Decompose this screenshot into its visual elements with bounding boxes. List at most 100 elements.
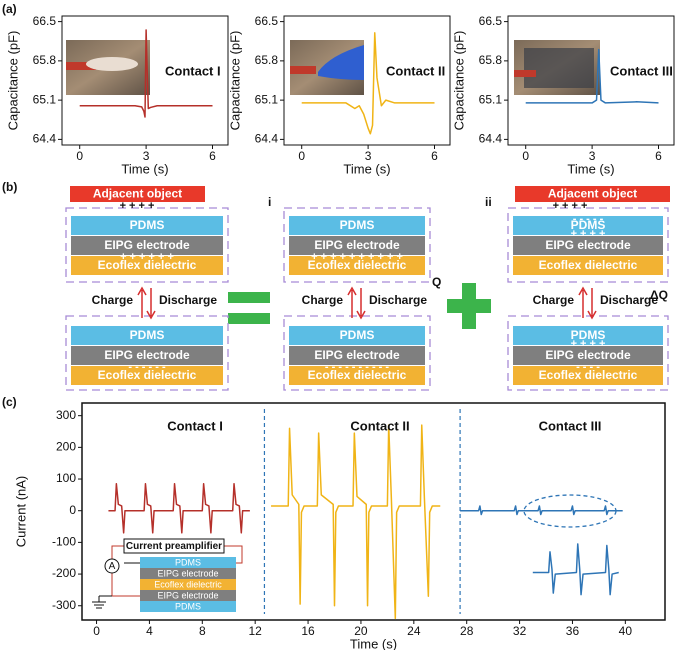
arrow-up [578, 286, 588, 318]
y-tick-label: 65.8 [255, 53, 279, 67]
y-tick-label: -200 [52, 566, 76, 580]
x-tick-label: 20 [354, 624, 368, 638]
stack-box [507, 207, 669, 283]
ground [92, 595, 112, 609]
stack-box [65, 207, 229, 283]
layer [71, 256, 223, 275]
layer-label: EIPG electrode [314, 348, 400, 362]
y-axis-label: Capacitance (pF) [227, 31, 242, 131]
y-tick-label: 65.1 [33, 92, 57, 106]
layer [289, 236, 425, 255]
layer [71, 236, 223, 255]
annotation: Contact II [386, 63, 445, 78]
y-tick-label: 0 [69, 503, 76, 517]
layer-label: Ecoflex dielectric [539, 258, 638, 272]
stack-box [283, 207, 431, 283]
layer-label: EIPG electrode [104, 348, 190, 362]
x-tick-label: 3 [589, 149, 596, 163]
discharge-label: Discharge [600, 293, 658, 307]
x-tick-label: 40 [619, 624, 633, 638]
stack-box [283, 315, 431, 391]
circuit-layer [140, 579, 236, 590]
stack-box [65, 315, 229, 391]
data-line [532, 543, 619, 596]
layer-label: Ecoflex dielectric [539, 368, 638, 382]
layer-label: PDMS [571, 218, 606, 232]
layer-label: PDMS [340, 328, 375, 342]
y-axis-label: Current (nA) [13, 476, 28, 548]
y-tick-label: 64.4 [479, 132, 503, 146]
ammeter [104, 558, 120, 574]
photo [290, 40, 364, 95]
circuit-layer-label: PDMS [175, 601, 201, 611]
layer-label: PDMS [571, 328, 606, 342]
x-tick-label: 6 [431, 149, 438, 163]
x-axis-label: Time (s) [567, 161, 614, 176]
circuit-layer [140, 557, 236, 568]
layer-label: EIPG electrode [314, 238, 400, 252]
charge-signs: - - - - [576, 361, 600, 373]
y-tick-label: 300 [56, 408, 76, 422]
layer-label: PDMS [340, 218, 375, 232]
charge-signs: - - - - - [573, 213, 604, 225]
layer-label: EIPG electrode [545, 348, 631, 362]
charge-signs: - - - - - - - - - - [325, 361, 389, 373]
y-tick-label: 66.5 [479, 14, 503, 28]
circuit-layer-label: EIPG electrode [157, 568, 218, 578]
charge-signs: + + + + [571, 228, 606, 240]
layer [71, 326, 223, 345]
circuit-layer-label: PDMS [175, 557, 201, 567]
layer [513, 216, 663, 235]
x-tick-label: 4 [146, 624, 153, 638]
charge-signs: + + + + + + [120, 251, 174, 263]
preamplifier-label: Current preamplifier [126, 541, 222, 552]
circuit-layer-label: Ecoflex dielectric [154, 579, 222, 589]
layer [71, 346, 223, 365]
layer-label: Ecoflex dielectric [98, 368, 197, 382]
y-axis-label: Capacitance (pF) [5, 31, 20, 131]
adjacent-object-label: Adjacent object [93, 187, 182, 201]
x-tick-label: 0 [76, 149, 83, 163]
y-tick-label: 65.8 [33, 53, 57, 67]
y-tick-label: 65.1 [255, 92, 279, 106]
sub-label: ii [485, 195, 492, 209]
x-tick-label: 28 [460, 624, 474, 638]
data-line [301, 32, 435, 135]
circuit-layer [140, 590, 236, 601]
x-tick-label: 6 [655, 149, 662, 163]
y-tick-label: 65.8 [479, 53, 503, 67]
layer [513, 366, 663, 385]
layer-label: EIPG electrode [104, 238, 190, 252]
circuit-layer [140, 568, 236, 579]
arrow-up [137, 286, 147, 318]
x-axis-label: Time (s) [121, 161, 168, 176]
charge-label: Charge [302, 293, 344, 307]
plot-frame [81, 402, 666, 621]
charge-label: Charge [92, 293, 134, 307]
y-tick-label: 66.5 [255, 14, 279, 28]
layer [513, 326, 663, 345]
x-tick-label: 8 [199, 624, 206, 638]
adjacent-object-label: Adjacent object [548, 187, 637, 201]
x-tick-label: 0 [298, 149, 305, 163]
arrow-up [347, 286, 357, 318]
discharge-label: Discharge [369, 293, 427, 307]
y-axis-label: Capacitance (pF) [451, 31, 466, 131]
panel-label: (a) [2, 2, 17, 16]
y-tick-label: 64.4 [33, 132, 57, 146]
y-tick-label: -100 [52, 535, 76, 549]
adjacent-object [70, 186, 205, 202]
layer [289, 366, 425, 385]
equals-sign [228, 313, 270, 324]
panel-label: (c) [2, 395, 17, 409]
layer [513, 236, 663, 255]
x-tick-label: 0 [93, 624, 100, 638]
charge-signs: + + + + [553, 200, 588, 212]
arrow-down [587, 288, 597, 320]
layer-label: Ecoflex dielectric [308, 368, 407, 382]
plot-frame [61, 15, 229, 146]
layer-label: PDMS [130, 328, 165, 342]
plot-frame [283, 15, 451, 146]
annotation: Contact II [350, 418, 409, 433]
circuit-layer [140, 601, 236, 612]
